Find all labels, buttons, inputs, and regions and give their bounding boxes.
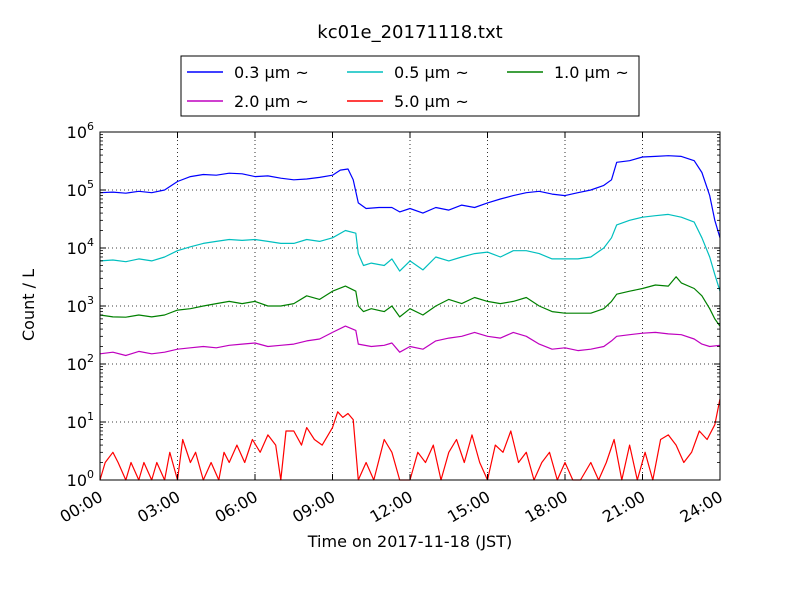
x-tick-label: 12:00: [367, 487, 416, 527]
y-tick-label: 100: [67, 468, 94, 490]
y-axis-label: Count / L: [19, 269, 38, 341]
series-line-2: [99, 213, 721, 292]
series-line-4: [99, 325, 721, 357]
y-tick-label: 104: [67, 236, 94, 258]
legend-label: 0.5 μm ~: [394, 63, 469, 82]
y-tick-label: 102: [67, 352, 94, 374]
legend-label: 5.0 μm ~: [394, 92, 469, 111]
legend-label: 1.0 μm ~: [554, 63, 629, 82]
legend-box: [180, 55, 640, 117]
x-axis-label: Time on 2017-11-18 (JST): [307, 532, 512, 551]
y-tick-label: 103: [67, 294, 94, 316]
legend: 0.3 μm ~ 0.5 μm ~ 1.0 μm ~ 2.0 μm ~ 5.0 μm ~: [180, 55, 640, 117]
y-tick-label: 106: [67, 120, 94, 142]
chart-title: kc01e_20171118.txt: [317, 22, 502, 43]
x-tick-label: 06:00: [212, 487, 261, 527]
x-tick-label: 09:00: [289, 487, 338, 527]
series-line-1: [99, 155, 721, 238]
x-tick-label: 00:00: [57, 487, 106, 527]
series-line-3: [99, 276, 721, 327]
x-tick-label: 03:00: [134, 487, 183, 527]
x-tick-label: 21:00: [599, 487, 648, 527]
legend-label: 2.0 μm ~: [234, 92, 309, 111]
x-tick-label: 24:00: [677, 487, 726, 527]
series-lines: [99, 155, 721, 481]
x-tick-label: 18:00: [522, 487, 571, 527]
x-tick-label: 15:00: [444, 487, 493, 527]
legend-label: 0.3 μm ~: [234, 63, 309, 82]
y-tick-label: 105: [67, 178, 94, 200]
y-axis-ticks: 100 101 102 103 104 105 106: [67, 120, 720, 490]
y-tick-label: 101: [67, 410, 94, 432]
series-line-5: [99, 398, 721, 481]
